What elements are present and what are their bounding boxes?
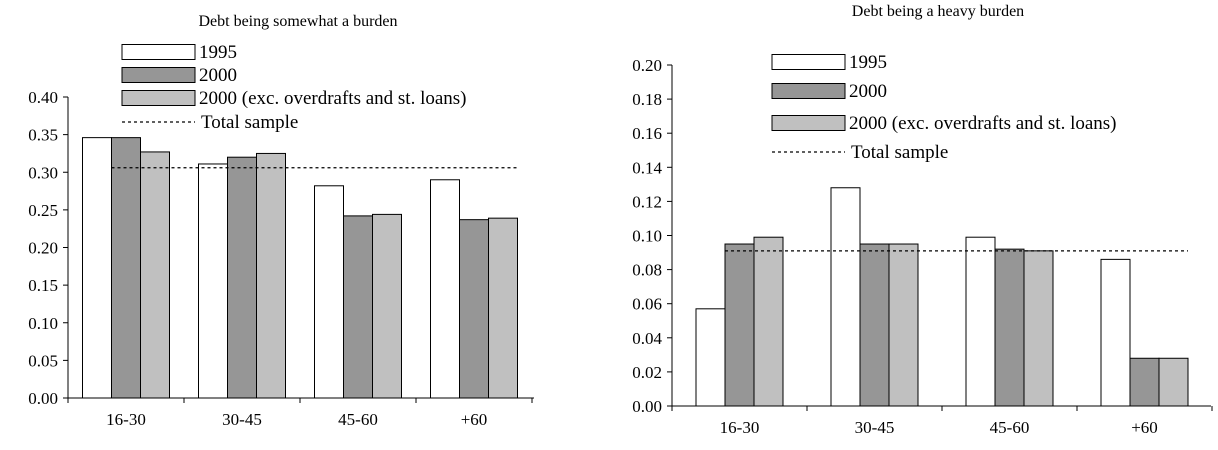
bar [488, 217, 518, 399]
bar [830, 187, 861, 407]
bar [1100, 258, 1131, 407]
y-tick-label: 0.10 [632, 227, 662, 246]
legend-swatch [121, 90, 196, 106]
x-tick-label: +60 [461, 410, 488, 429]
y-tick-label: 0.04 [632, 329, 662, 348]
bar [198, 163, 228, 399]
bar [314, 185, 344, 399]
legend-entry: 1995 [849, 52, 887, 73]
x-tick-label: 16-30 [720, 418, 760, 437]
bar [256, 152, 286, 399]
legend-swatch [771, 83, 846, 99]
x-tick-label: +60 [1131, 418, 1158, 437]
y-tick-label: 0.30 [28, 163, 58, 182]
bar [888, 243, 919, 407]
chart-title: Debt being a heavy burden [852, 3, 1024, 20]
bar [724, 243, 755, 407]
y-tick-label: 0.05 [28, 351, 58, 370]
y-tick-label: 0.25 [28, 201, 58, 220]
bar [994, 248, 1025, 407]
legend-entry: 2000 [199, 65, 237, 86]
legend-entry-total-sample: Total sample [851, 142, 948, 163]
y-tick-label: 0.18 [632, 90, 662, 109]
legend-entry: 2000 (exc. overdrafts and st. loans) [849, 113, 1117, 134]
legend-entry-total-sample: Total sample [201, 112, 298, 133]
x-tick-label: 30-45 [222, 410, 262, 429]
bar [965, 236, 996, 407]
x-tick-label: 45-60 [338, 410, 378, 429]
legend-swatch [121, 44, 196, 60]
legend-entry: 2000 (exc. overdrafts and st. loans) [199, 88, 467, 109]
y-tick-label: 0.08 [632, 261, 662, 280]
bar [343, 215, 373, 399]
bar [753, 236, 784, 407]
bar [1023, 250, 1054, 407]
legend-swatch [121, 67, 196, 83]
bar [140, 151, 170, 399]
bar [430, 179, 460, 399]
x-tick-label: 16-30 [106, 410, 146, 429]
y-tick-label: 0.40 [28, 88, 58, 107]
y-tick-label: 0.20 [632, 56, 662, 75]
y-tick-label: 0.14 [632, 158, 662, 177]
y-tick-label: 0.12 [632, 192, 662, 211]
legend-swatch [771, 115, 846, 131]
bar [859, 243, 890, 407]
bar [227, 156, 257, 399]
y-tick-label: 0.20 [28, 239, 58, 258]
y-tick-label: 0.15 [28, 276, 58, 295]
y-tick-label: 0.10 [28, 314, 58, 333]
y-tick-label: 0.16 [632, 124, 662, 143]
legend-swatch [771, 54, 846, 70]
y-tick-label: 0.00 [28, 389, 58, 408]
bar [111, 137, 141, 399]
bar [82, 137, 112, 399]
y-tick-label: 0.02 [632, 363, 662, 382]
x-tick-label: 45-60 [990, 418, 1030, 437]
bar [695, 308, 726, 407]
bar [372, 213, 402, 399]
x-tick-label: 30-45 [855, 418, 895, 437]
y-tick-label: 0.35 [28, 126, 58, 145]
bar [1158, 357, 1189, 407]
bar [1129, 357, 1160, 407]
chart-title: Debt being somewhat a burden [198, 13, 397, 30]
bar [459, 219, 489, 399]
legend-entry: 1995 [199, 42, 237, 63]
chart-2: Debt being a heavy burden 0.00 0.02 0.04 0.0… [632, 3, 1213, 437]
y-tick-label: 0.06 [632, 295, 662, 314]
chart-1: Debt being somewhat a burden 0.00 0.05 0.10… [28, 13, 534, 429]
legend-entry: 2000 [849, 81, 887, 102]
y-tick-label: 0.00 [632, 397, 662, 416]
